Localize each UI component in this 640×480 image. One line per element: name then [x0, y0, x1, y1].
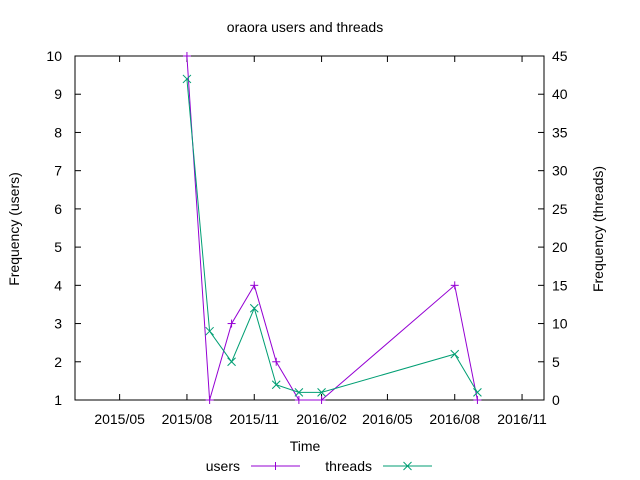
y-right-tick-label: 40	[552, 86, 568, 102]
x-axis-label: Time	[290, 438, 321, 454]
y-axis-right-label: Frequency (threads)	[590, 166, 606, 292]
chart-title: oraora users and threads	[227, 19, 383, 35]
data-point-threads	[249, 303, 259, 313]
y-left-tick-label: 4	[54, 277, 62, 293]
legend-swatch-marker	[403, 461, 412, 471]
series-line-threads	[186, 78, 478, 393]
data-point-threads	[227, 357, 236, 367]
series-users	[182, 52, 482, 404]
x-tick-label: 2015/05	[94, 411, 145, 427]
legend-label: users	[206, 458, 240, 474]
y-axis-left: 1 2 3 4 5 6 7 8 9 10	[46, 48, 81, 408]
data-point-threads	[473, 388, 482, 397]
y-left-tick-label: 1	[54, 392, 62, 408]
x-tick-label: 2016/02	[296, 411, 347, 427]
legend-item-threads: threads	[325, 458, 432, 474]
y-left-tick-label: 6	[54, 201, 62, 217]
y-left-tick-label: 7	[54, 163, 62, 179]
data-point-threads	[317, 388, 326, 397]
y-right-tick-label: 30	[552, 163, 568, 179]
data-point-users	[473, 396, 482, 404]
x-tick-label: 2015/08	[162, 411, 213, 427]
y-right-tick-label: 10	[552, 316, 568, 332]
y-left-tick-label: 9	[54, 86, 62, 102]
series-threads	[182, 74, 482, 397]
legend-swatch-marker	[271, 462, 280, 470]
y-right-tick-label: 5	[552, 354, 560, 370]
y-right-tick-label: 35	[552, 124, 568, 140]
data-point-users	[227, 319, 236, 328]
y-right-tick-label: 15	[552, 277, 568, 293]
x-axis: 2015/05 2015/08 2015/11 2016/02 2016/05 2016/…	[94, 56, 547, 427]
data-point-users	[450, 281, 459, 290]
y-axis-right: 0 5 10 15 20 25 30 35 40 45	[538, 48, 568, 408]
plot-frame	[74, 55, 545, 401]
y-left-tick-label: 10	[46, 48, 62, 64]
x-tick-label: 2016/11	[497, 411, 547, 427]
legend-item-users: users	[206, 458, 300, 474]
data-point-users	[182, 52, 191, 60]
series-layer	[182, 52, 482, 404]
legend: users threads	[206, 458, 432, 474]
y-right-tick-label: 20	[552, 239, 568, 255]
data-point-users	[272, 357, 281, 366]
y-right-tick-label: 25	[552, 201, 568, 217]
data-point-users	[294, 396, 303, 404]
legend-label: threads	[325, 458, 372, 474]
y-left-tick-label: 8	[54, 124, 62, 140]
y-left-tick-label: 3	[54, 316, 62, 332]
data-point-users	[317, 396, 326, 404]
series-line-users	[186, 55, 478, 401]
data-point-threads	[294, 388, 304, 397]
y-right-tick-label: 45	[552, 48, 568, 64]
data-point-threads	[182, 74, 192, 84]
y-left-tick-label: 5	[54, 239, 62, 255]
data-point-users	[250, 281, 259, 290]
x-tick-label: 2016/05	[362, 411, 413, 427]
data-point-users	[205, 396, 214, 404]
y-right-tick-label: 0	[552, 392, 560, 408]
data-point-threads	[271, 380, 281, 390]
x-tick-label: 2016/08	[429, 411, 480, 427]
x-tick-label: 2015/11	[229, 411, 279, 427]
data-point-threads	[205, 326, 214, 336]
y-axis-left-label: Frequency (users)	[6, 172, 22, 286]
y-left-tick-label: 2	[54, 354, 62, 370]
data-point-threads	[450, 349, 460, 359]
